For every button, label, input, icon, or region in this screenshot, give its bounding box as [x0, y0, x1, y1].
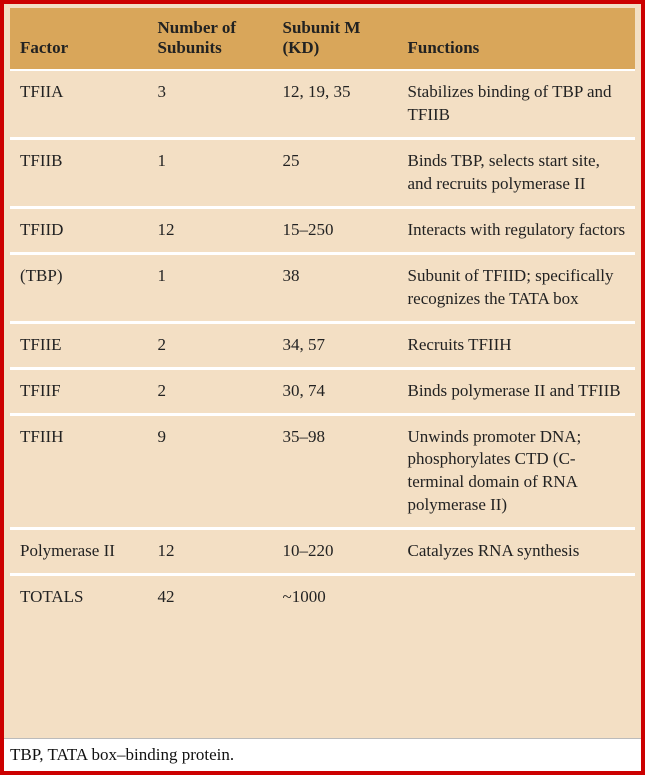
cell-factor: TFIIA — [10, 70, 148, 138]
table-row-totals: TOTALS 42 ~1000 — [10, 575, 635, 619]
cell-factor: TFIID — [10, 207, 148, 253]
cell-functions — [398, 575, 636, 619]
cell-subunit-m: 34, 57 — [273, 322, 398, 368]
table-row: (TBP) 1 38 Subunit of TFIID; specificall… — [10, 253, 635, 322]
cell-subunits: 12 — [148, 529, 273, 575]
table-header-row: Factor Number of Subunits Subunit M (KD)… — [10, 8, 635, 70]
outer-frame: Factor Number of Subunits Subunit M (KD)… — [0, 0, 645, 775]
col-header-subunits: Number of Subunits — [148, 8, 273, 70]
cell-subunits: 9 — [148, 414, 273, 529]
cell-functions: Stabilizes binding of TBP and TFIIB — [398, 70, 636, 138]
cell-functions: Subunit of TFIID; specifically recognize… — [398, 253, 636, 322]
transcription-factor-table: Factor Number of Subunits Subunit M (KD)… — [10, 8, 635, 619]
cell-functions: Binds TBP, selects start site, and recru… — [398, 138, 636, 207]
cell-functions: Catalyzes RNA synthesis — [398, 529, 636, 575]
footer-note: TBP, TATA box–binding protein. — [4, 738, 641, 771]
cell-subunits: 42 — [148, 575, 273, 619]
cell-factor: TFIIH — [10, 414, 148, 529]
cell-subunit-m: 15–250 — [273, 207, 398, 253]
cell-subunit-m: 30, 74 — [273, 368, 398, 414]
cell-subunit-m: 25 — [273, 138, 398, 207]
cell-functions: Recruits TFIIH — [398, 322, 636, 368]
table-row: Polymerase II 12 10–220 Catalyzes RNA sy… — [10, 529, 635, 575]
cell-subunits: 1 — [148, 138, 273, 207]
cell-functions: Interacts with regulatory factors — [398, 207, 636, 253]
cell-factor: (TBP) — [10, 253, 148, 322]
cell-factor: Polymerase II — [10, 529, 148, 575]
cell-factor: TFIIE — [10, 322, 148, 368]
cell-subunits: 1 — [148, 253, 273, 322]
col-header-factor: Factor — [10, 8, 148, 70]
table-row: TFIIE 2 34, 57 Recruits TFIIH — [10, 322, 635, 368]
cell-subunit-m: 10–220 — [273, 529, 398, 575]
table-row: TFIIA 3 12, 19, 35 Stabilizes binding of… — [10, 70, 635, 138]
cell-functions: Binds polymerase II and TFIIB — [398, 368, 636, 414]
cell-subunits: 2 — [148, 368, 273, 414]
col-header-subunit-m: Subunit M (KD) — [273, 8, 398, 70]
col-header-functions: Functions — [398, 8, 636, 70]
cell-subunit-m: 38 — [273, 253, 398, 322]
table-body: TFIIA 3 12, 19, 35 Stabilizes binding of… — [10, 70, 635, 619]
cell-subunit-m: 12, 19, 35 — [273, 70, 398, 138]
table-row: TFIIF 2 30, 74 Binds polymerase II and T… — [10, 368, 635, 414]
cell-subunit-m: 35–98 — [273, 414, 398, 529]
cell-subunits: 12 — [148, 207, 273, 253]
table-container: Factor Number of Subunits Subunit M (KD)… — [4, 4, 641, 738]
table-row: TFIIB 1 25 Binds TBP, selects start site… — [10, 138, 635, 207]
cell-subunits: 2 — [148, 322, 273, 368]
cell-factor: TOTALS — [10, 575, 148, 619]
cell-factor: TFIIB — [10, 138, 148, 207]
table-row: TFIID 12 15–250 Interacts with regulator… — [10, 207, 635, 253]
cell-subunit-m: ~1000 — [273, 575, 398, 619]
cell-functions: Unwinds promoter DNA; phosphorylates CTD… — [398, 414, 636, 529]
table-row: TFIIH 9 35–98 Unwinds promoter DNA; phos… — [10, 414, 635, 529]
cell-factor: TFIIF — [10, 368, 148, 414]
cell-subunits: 3 — [148, 70, 273, 138]
